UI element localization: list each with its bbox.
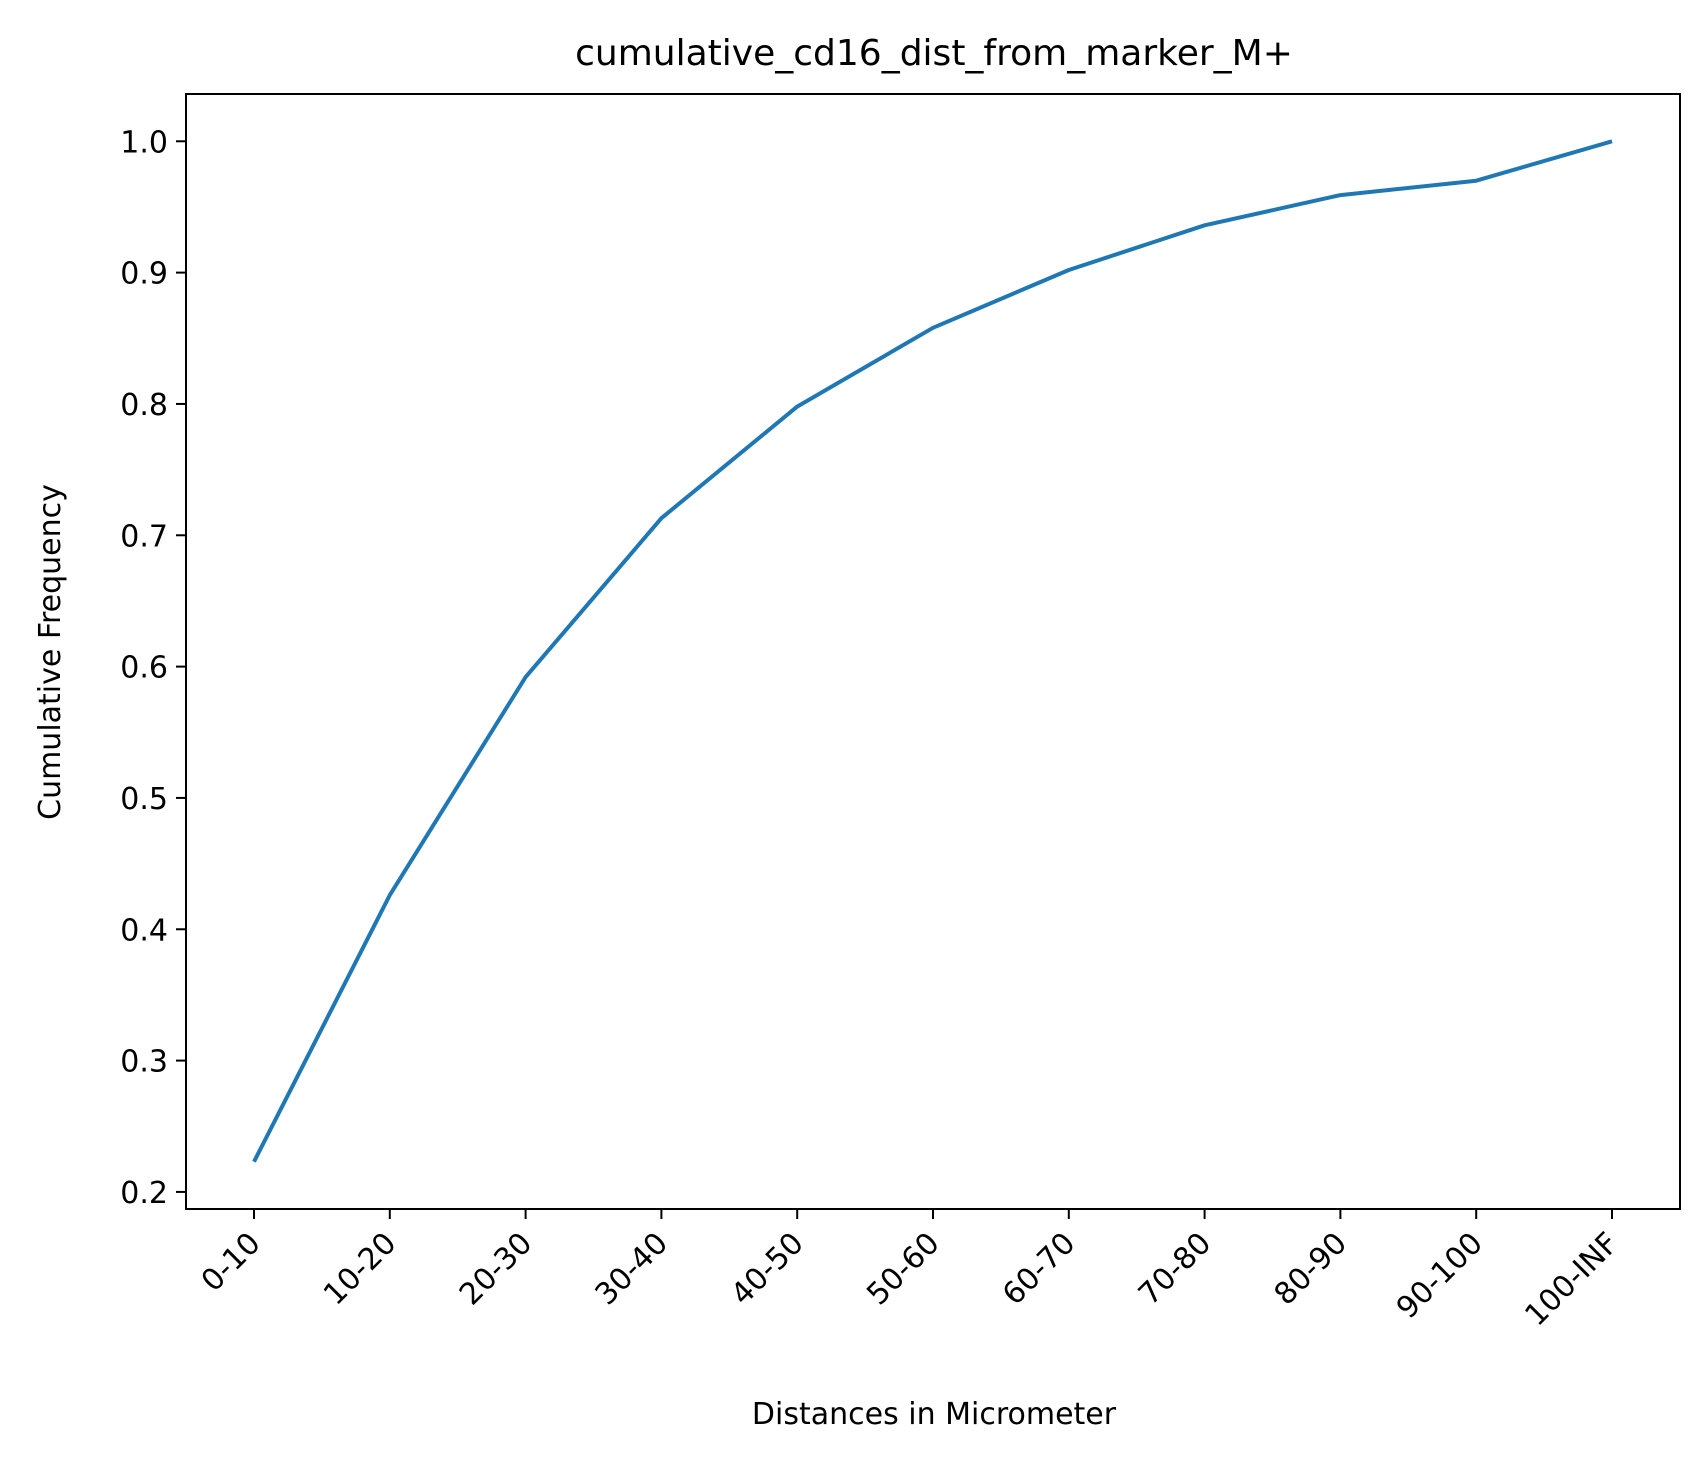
y-axis-label: Cumulative Frequency — [33, 484, 68, 820]
y-tick-label: 0.9 — [120, 257, 168, 292]
y-tick-label: 1.0 — [120, 125, 168, 160]
chart-title: cumulative_cd16_dist_from_marker_M+ — [575, 33, 1293, 74]
x-axis-label: Distances in Micrometer — [752, 1397, 1117, 1432]
y-tick-label: 0.3 — [120, 1045, 168, 1080]
y-tick-label: 0.8 — [120, 388, 168, 423]
y-tick-label: 0.5 — [120, 782, 168, 817]
y-tick-label: 0.2 — [120, 1176, 168, 1211]
y-tick-label: 0.4 — [120, 913, 168, 948]
y-tick-label: 0.7 — [120, 519, 168, 554]
y-tick-label: 0.6 — [120, 651, 168, 686]
